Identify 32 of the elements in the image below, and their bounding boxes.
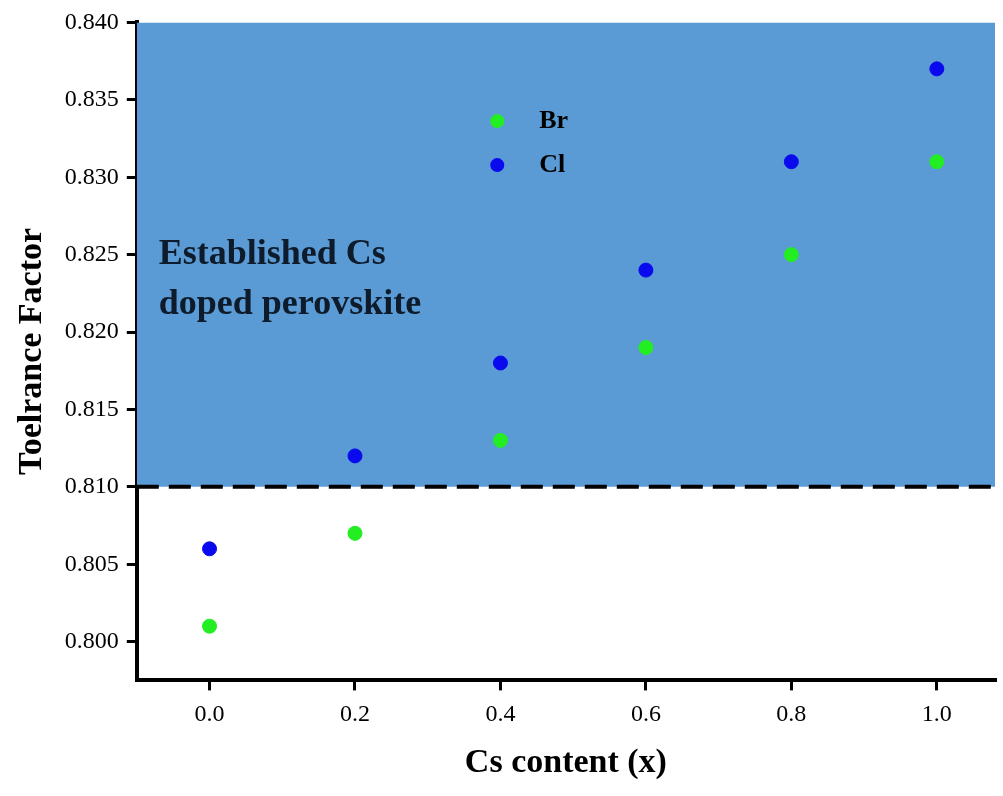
point <box>202 618 218 634</box>
x-tick-label: 0.4 <box>485 700 516 727</box>
y-tick-label: 0.810 <box>64 472 119 499</box>
point <box>492 355 508 371</box>
point <box>347 448 363 464</box>
legend-label: Br <box>539 104 569 134</box>
point <box>929 61 945 77</box>
legend-label: Cl <box>539 148 566 178</box>
y-tick-label: 0.820 <box>64 317 119 344</box>
y-tick-label: 0.825 <box>64 239 119 266</box>
point <box>638 262 654 278</box>
point <box>638 340 654 356</box>
x-tick-label: 1.0 <box>921 700 952 727</box>
point <box>492 432 508 448</box>
point <box>202 541 218 557</box>
y-tick-label: 0.805 <box>64 549 119 576</box>
point <box>783 154 799 170</box>
x-tick-label: 0.2 <box>339 700 370 727</box>
x-tick-label: 0.0 <box>194 700 225 727</box>
x-tick-label: 0.8 <box>776 700 807 727</box>
band-label: Established Cs doped perovskite <box>158 232 422 323</box>
x-axis-title: Cs content (x) <box>464 742 667 781</box>
y-tick-label: 0.835 <box>64 85 119 112</box>
y-axis-title: Toelrance Factor <box>11 227 49 475</box>
point <box>783 247 799 263</box>
y-tick-label: 0.815 <box>64 394 119 421</box>
y-tick-label: 0.800 <box>64 626 119 653</box>
point <box>347 525 363 541</box>
y-tick-label: 0.830 <box>64 162 119 189</box>
point <box>929 154 945 170</box>
y-tick-label: 0.840 <box>64 7 119 34</box>
x-tick-label: 0.6 <box>630 700 661 727</box>
